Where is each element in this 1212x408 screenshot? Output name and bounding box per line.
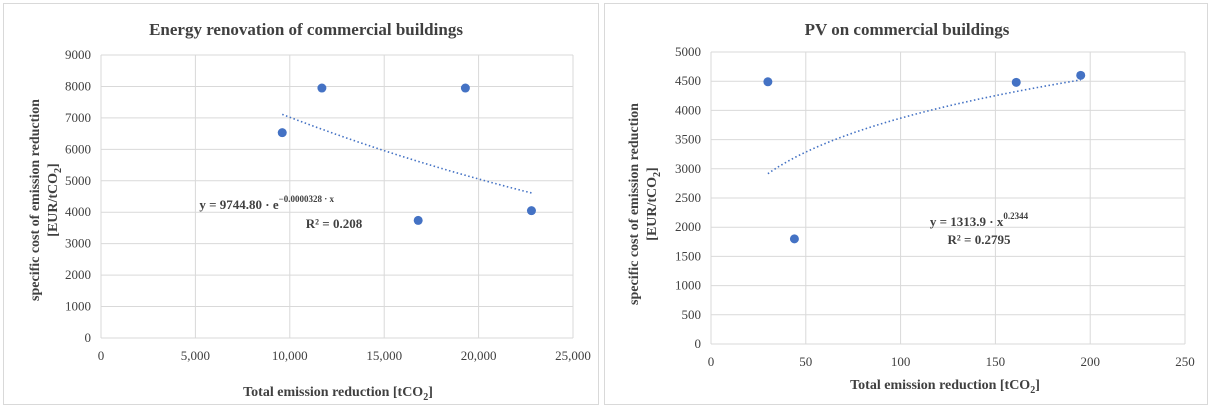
x-tick-label: 15,000: [366, 348, 402, 363]
y-tick-label: 2500: [675, 190, 701, 205]
x-tick-label: 10,000: [272, 348, 308, 363]
y-tick-label: 3000: [675, 161, 701, 176]
y-axis-ticks: 0 500 1000 1500 2000 2500 3000 3500 4000 4500 5000: [675, 44, 701, 351]
data-point: [413, 215, 423, 225]
x-axis-ticks: 0 50 100 150 200 250: [708, 354, 1195, 369]
y-tick-label: 4500: [675, 73, 701, 88]
y-tick-label: 2000: [65, 267, 91, 282]
y-tick-label: 3000: [65, 236, 91, 251]
y-tick-label: 5000: [65, 173, 91, 188]
data-points: [277, 83, 536, 225]
data-point: [317, 83, 327, 93]
x-axis-ticks: 0 5,000 10,000 15,000 20,000 25,000: [98, 348, 591, 363]
y-axis-title-line1: specific cost of emission reduction: [28, 99, 43, 301]
y-tick-label: 9000: [65, 47, 91, 62]
chart-panel-energy-renovation: Energy renovation of commercial building…: [3, 3, 599, 405]
x-tick-label: 20,000: [461, 348, 497, 363]
x-tick-label: 5,000: [181, 348, 210, 363]
trendline-equation: y = 9744.80 · e−0.0000328 · x: [199, 194, 334, 212]
x-tick-label: 200: [1080, 354, 1100, 369]
y-tick-label: 4000: [65, 204, 91, 219]
trendline: [767, 79, 1081, 175]
trendline: [281, 113, 532, 194]
y-axis-title-line2: [EUR/tCO2]: [645, 167, 663, 240]
data-point: [789, 234, 799, 244]
y-tick-label: 8000: [65, 78, 91, 93]
x-tick-label: 50: [799, 354, 812, 369]
data-point: [460, 83, 470, 93]
y-tick-label: 2000: [675, 219, 701, 234]
y-axis-title-line1: specific cost of emission reduction: [627, 103, 642, 305]
y-tick-label: 4000: [675, 102, 701, 117]
data-point: [1076, 70, 1086, 80]
gridlines: [100, 54, 574, 339]
y-tick-label: 1500: [675, 248, 701, 263]
y-tick-label: 6000: [65, 141, 91, 156]
r-squared-label: R² = 0.2795: [948, 232, 1011, 247]
x-tick-label: 250: [1175, 354, 1195, 369]
chart-pv-commercial: PV on commercial buildings 0500100015002…: [627, 20, 1195, 396]
r-squared-label: R² = 0.208: [306, 216, 363, 231]
y-tick-label: 500: [682, 307, 702, 322]
y-tick-label: 5000: [675, 44, 701, 59]
y-tick-label: 1000: [675, 278, 701, 293]
gridlines: [710, 51, 1186, 345]
data-point: [763, 77, 773, 87]
data-point: [526, 206, 536, 216]
chart-panel-pv: PV on commercial buildings 0 500 1000 1500 2…: [604, 3, 1208, 405]
y-tick-label: 7000: [65, 110, 91, 125]
x-tick-label: 100: [891, 354, 911, 369]
chart-title: PV on commercial buildings: [805, 20, 1010, 39]
x-tick-label: 0: [708, 354, 715, 369]
x-tick-label: 0: [98, 348, 105, 363]
trendline-equation: y = 1313.9 · x0.2344: [930, 211, 1029, 229]
y-axis-ticks: 0 1000 2000 3000 4000 5000 6000 7000 8000 9000: [65, 47, 91, 345]
data-point: [277, 128, 287, 138]
data-point: [1011, 77, 1021, 87]
data-points: [763, 70, 1086, 244]
x-axis-title: Total emission reduction [tCO2]: [850, 378, 1040, 396]
x-axis-title: Total emission reduction [tCO2]: [243, 385, 433, 403]
x-tick-label: 25,000: [555, 348, 591, 363]
y-tick-label: 3500: [675, 132, 701, 147]
y-tick-label: 0: [695, 336, 702, 351]
y-tick-label: 1000: [65, 299, 91, 314]
y-axis-title-line2: [EUR/tCO2]: [46, 163, 64, 236]
x-tick-label: 150: [986, 354, 1006, 369]
y-tick-label: 0: [85, 330, 92, 345]
chart-energy-renovation: Energy renovation of commercial building…: [28, 20, 591, 403]
chart-title: Energy renovation of commercial building…: [149, 20, 463, 39]
